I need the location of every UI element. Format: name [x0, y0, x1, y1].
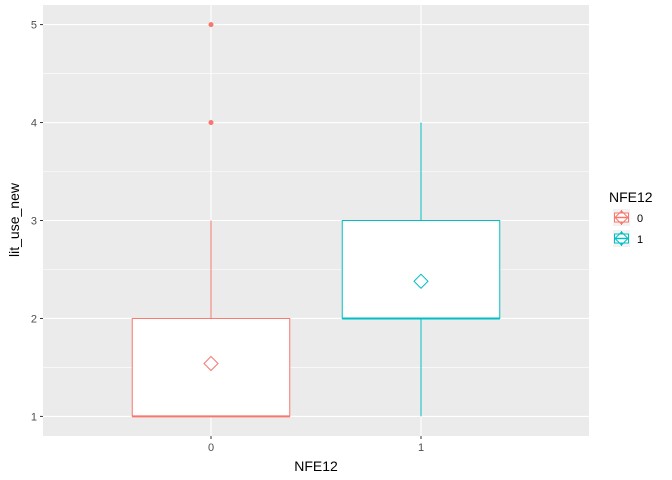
legend-label-0: 0	[637, 213, 643, 225]
legend-key-mean	[614, 210, 629, 225]
box-group-0	[131, 22, 291, 418]
legend-key-1: 1	[613, 230, 643, 247]
x-axis-title: NFE12	[294, 458, 338, 474]
legend-title: NFE12	[609, 189, 653, 205]
y-tick-label: 3	[31, 216, 37, 228]
y-tick-label: 1	[31, 411, 37, 423]
box	[341, 220, 501, 319]
y-tick-label: 2	[31, 313, 37, 325]
legend-label-1: 1	[637, 234, 643, 246]
legend-keys: 01	[613, 209, 643, 247]
y-axis: 1 2 3 4 5	[31, 20, 43, 423]
legend-key-0: 0	[613, 209, 643, 226]
legend-key-mean	[614, 231, 629, 246]
mean-marker	[203, 355, 219, 372]
box-series	[131, 22, 501, 418]
y-tick-label: 4	[31, 118, 37, 130]
legend: NFE12 01	[609, 189, 653, 247]
mean-marker	[413, 273, 429, 289]
outlier-point	[208, 22, 214, 28]
y-axis-title: lit_use_new	[6, 182, 22, 257]
x-tick-label: 1	[418, 442, 424, 454]
box	[131, 317, 291, 417]
y-tick-label: 5	[31, 20, 37, 32]
box-group-1	[341, 122, 501, 417]
outlier-point	[208, 120, 214, 126]
x-tick-label: 0	[208, 442, 214, 454]
